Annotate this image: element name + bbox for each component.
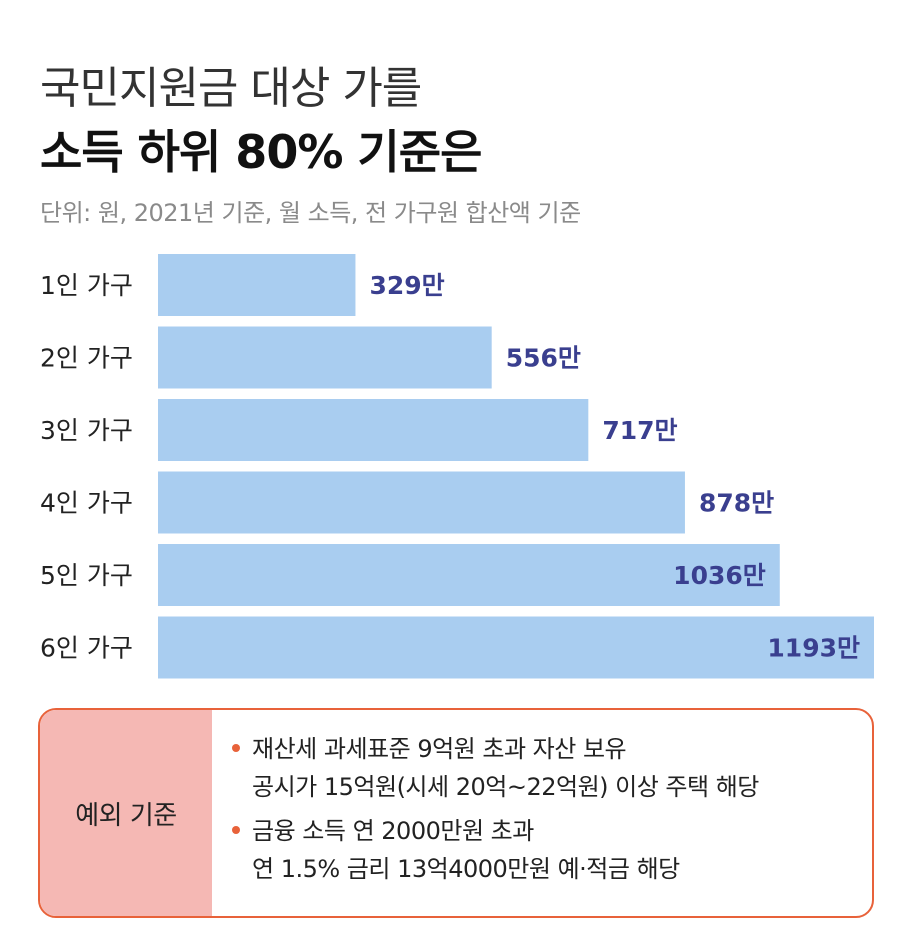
value-label: 1193만: [767, 634, 860, 663]
category-label: 5인 가구: [40, 561, 133, 590]
value-label: 329만: [369, 271, 444, 300]
exception-item: 재산세 과세표준 9억원 초과 자산 보유 공시가 15억원(시세 20억~22…: [232, 730, 872, 806]
exception-box: 예외 기준 재산세 과세표준 9억원 초과 자산 보유 공시가 15억원(시세 …: [38, 708, 874, 918]
exception-item-line: 금융 소득 연 2000만원 초과: [252, 817, 534, 845]
bar: [158, 326, 492, 389]
value-label: 878만: [699, 489, 774, 518]
category-label: 1인 가구: [40, 271, 133, 300]
category-label: 2인 가구: [40, 344, 133, 373]
value-label: 1036만: [673, 561, 766, 590]
bar: [158, 616, 874, 679]
bar: [158, 399, 589, 461]
exception-label: 예외 기준: [40, 710, 212, 916]
exception-item-line: 연 1.5% 금리 13억4000만원 예·적금 해당: [252, 855, 680, 883]
bullet-icon: [232, 744, 240, 752]
category-label: 6인 가구: [40, 634, 133, 663]
bar: [158, 254, 356, 316]
bar: [158, 471, 685, 534]
chart-title-line2: 소득 하위 80% 기준은: [40, 125, 482, 179]
category-label: 4인 가구: [40, 489, 133, 518]
category-label: 3인 가구: [40, 416, 133, 445]
exception-list: 재산세 과세표준 9억원 초과 자산 보유 공시가 15억원(시세 20억~22…: [212, 710, 872, 916]
value-label: 556만: [506, 344, 581, 373]
bar: [158, 544, 780, 606]
bar-chart: 1인 가구 329만 2인 가구 556만 3인 가구 717만 4인 가구 878만 5인 가…: [40, 254, 874, 679]
exception-item-line: 공시가 15억원(시세 20억~22억원) 이상 주택 해당: [252, 773, 759, 801]
exception-item-line: 재산세 과세표준 9억원 초과 자산 보유: [252, 735, 627, 763]
value-label: 717만: [602, 416, 677, 445]
bullet-icon: [232, 826, 240, 834]
chart-subtitle: 단위: 원, 2021년 기준, 월 소득, 전 가구원 합산액 기준: [40, 199, 581, 227]
chart-title-line1: 국민지원금 대상 가를: [40, 63, 422, 114]
exception-item: 금융 소득 연 2000만원 초과 연 1.5% 금리 13억4000만원 예·…: [232, 812, 872, 888]
